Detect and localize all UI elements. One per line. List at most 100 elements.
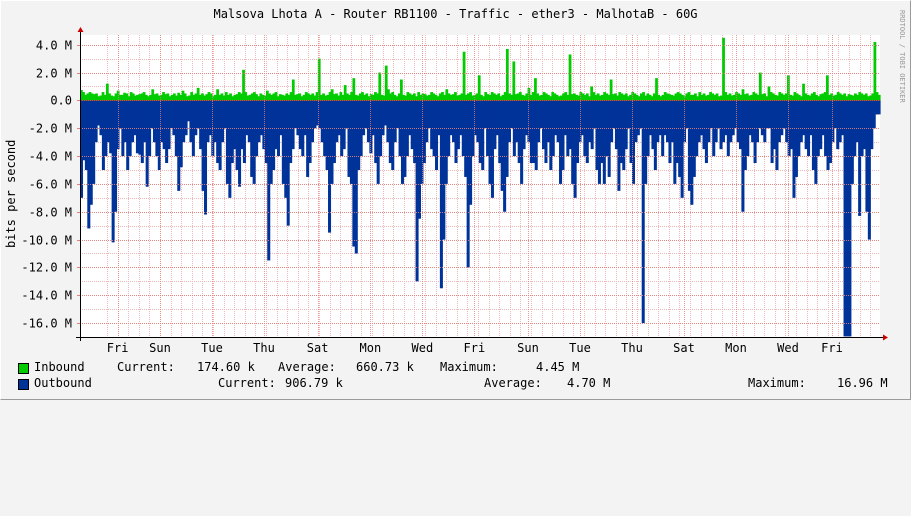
outbound-bar — [357, 100, 361, 170]
outbound-bar — [469, 100, 473, 205]
outbound-bar — [165, 100, 169, 164]
inbound-bar — [348, 94, 351, 101]
inbound-bar — [376, 93, 379, 101]
inbound-bar — [486, 94, 490, 101]
outbound-bar — [345, 100, 349, 129]
outbound-bar — [216, 100, 220, 164]
inbound-bar — [795, 93, 799, 101]
inbound-bar — [252, 92, 256, 101]
inbound-bar — [99, 95, 103, 101]
outbound-bar — [794, 100, 798, 177]
inbound-bar — [761, 94, 764, 101]
outbound-bar — [498, 100, 502, 164]
outbound-bar — [247, 100, 251, 143]
outbound-bar — [449, 100, 453, 136]
outbound-bar — [439, 100, 443, 289]
inbound-bar — [441, 92, 444, 101]
inbound-bar — [177, 92, 181, 101]
inbound-bar — [166, 93, 170, 101]
inbound-bar — [748, 95, 751, 101]
inbound-bar — [555, 94, 559, 101]
inbound-bar — [103, 94, 107, 101]
outbound-bar — [179, 100, 183, 168]
inbound-bar — [211, 96, 215, 101]
outbound-bar — [101, 100, 105, 170]
inbound-bar — [704, 95, 708, 101]
outbound-bar — [809, 100, 813, 136]
inbound-bar — [214, 94, 217, 101]
outbound-bar — [228, 100, 232, 198]
inbound-bar — [222, 95, 226, 101]
outbound-bar — [359, 100, 363, 157]
y-tick-label: -6.0 M — [29, 178, 72, 192]
inbound-bar — [875, 92, 879, 101]
inbound-bar — [614, 93, 617, 101]
outbound-bar — [388, 100, 392, 164]
outbound-bar — [687, 100, 691, 191]
inbound-bar — [265, 90, 269, 101]
inbound-bar — [339, 92, 343, 101]
inbound-bar — [538, 95, 542, 101]
inbound-bar — [324, 95, 328, 101]
inbound-maximum-value: 4.45 M — [536, 360, 580, 374]
inbound-bar — [862, 94, 866, 101]
inbound-bar — [380, 94, 384, 101]
inbound-bar — [523, 95, 526, 101]
inbound-bar — [676, 92, 680, 101]
inbound-bar — [229, 93, 232, 101]
inbound-bar — [231, 96, 235, 101]
traffic-chart: 4.0 M 2.0 M 0.0 -2.0 M -4.0 M -6.0 M -8.0 M -10… — [21, 27, 888, 355]
inbound-bar — [683, 96, 686, 101]
outbound-bar — [488, 100, 492, 184]
inbound-bar — [815, 94, 818, 101]
outbound-bar — [522, 100, 526, 150]
outbound-bar — [272, 100, 276, 170]
inbound-bar — [259, 93, 263, 101]
outbound-bar — [821, 100, 825, 136]
outbound-bar — [259, 100, 263, 136]
outbound-bar — [114, 100, 118, 212]
outbound-bar — [437, 100, 441, 136]
inbound-bar — [263, 95, 267, 101]
inbound-bar — [877, 94, 881, 101]
inbound-bar — [467, 93, 470, 101]
inbound-bar — [544, 93, 548, 101]
inbound-bar — [631, 92, 635, 101]
outbound-bar — [264, 100, 268, 164]
outbound-bar — [240, 100, 244, 150]
inbound-bar — [216, 89, 219, 101]
outbound-bar — [84, 100, 88, 170]
inbound-bar — [458, 94, 462, 101]
outbound-bar — [520, 100, 524, 184]
inbound-bar — [127, 96, 131, 101]
inbound-bar — [553, 93, 557, 101]
inbound-bar — [646, 93, 650, 101]
outbound-bar — [765, 100, 769, 129]
inbound-bar — [750, 94, 754, 101]
x-tick-label: Sun — [517, 341, 539, 355]
inbound-bar — [767, 86, 771, 101]
outbound-bar — [435, 100, 439, 170]
outbound-bar — [802, 100, 806, 136]
outbound-bar — [391, 100, 395, 170]
inbound-bar — [447, 93, 451, 101]
inbound-bar — [194, 93, 198, 101]
inbound-bar — [320, 94, 323, 101]
inbound-bar — [374, 92, 377, 101]
inbound-bar — [808, 95, 812, 101]
outbound-bar — [267, 100, 271, 261]
inbound-bar — [341, 94, 345, 101]
inbound-bar — [151, 89, 155, 101]
inbound-bar — [661, 94, 665, 101]
inbound-bar — [451, 94, 455, 101]
outbound-bar — [427, 100, 431, 129]
inbound-bar — [847, 94, 851, 101]
outbound-bar — [549, 100, 553, 170]
outbound-bar — [602, 100, 606, 184]
inbound-bar — [423, 94, 427, 101]
outbound-bar — [274, 100, 278, 150]
inbound-bar — [510, 94, 514, 101]
outbound-bar — [653, 100, 657, 170]
outbound-bar — [342, 100, 346, 150]
inbound-bar — [335, 93, 338, 101]
